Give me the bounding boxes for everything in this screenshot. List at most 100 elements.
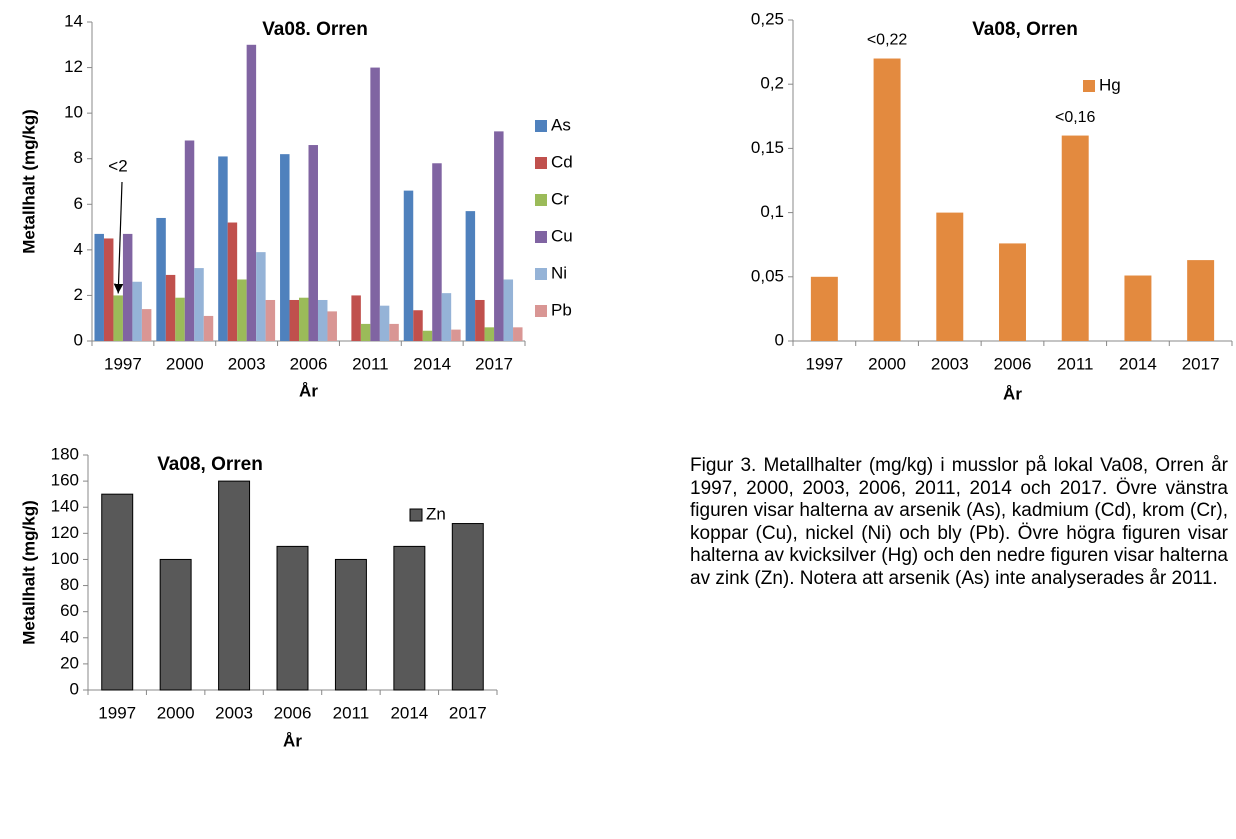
bar xyxy=(451,523,484,691)
chart-title: Va08, Orren xyxy=(157,454,263,475)
x-tick-label: 2014 xyxy=(413,354,451,373)
y-axis-label: Metallhalt (mg/kg) xyxy=(19,109,38,254)
x-tick-label: 2014 xyxy=(1119,354,1157,373)
bar xyxy=(165,274,176,341)
y-tick-label: 0,1 xyxy=(760,202,784,221)
legend-label: Cu xyxy=(551,226,573,245)
bar xyxy=(227,222,238,341)
y-tick-label: 4 xyxy=(74,239,83,258)
bar xyxy=(101,493,134,691)
bar xyxy=(194,268,204,341)
x-tick-label: 2000 xyxy=(157,703,195,722)
y-tick-label: 60 xyxy=(60,601,79,620)
x-tick-label: 2017 xyxy=(449,703,487,722)
y-tick-label: 14 xyxy=(64,11,83,30)
bar xyxy=(327,311,337,341)
bar xyxy=(299,297,309,341)
bar xyxy=(393,545,426,691)
bar xyxy=(810,276,838,341)
annotation: <2 xyxy=(108,156,127,175)
y-tick-label: 140 xyxy=(51,497,79,516)
x-axis-label: År xyxy=(1003,384,1022,403)
legend-label: Hg xyxy=(1099,75,1121,94)
x-axis-label: År xyxy=(299,381,318,400)
bar xyxy=(308,145,318,341)
bar xyxy=(441,293,452,341)
bar xyxy=(132,281,142,341)
y-tick-label: 120 xyxy=(51,523,79,542)
x-tick-label: 2000 xyxy=(166,354,204,373)
bar xyxy=(113,295,123,341)
y-tick-label: 2 xyxy=(74,285,83,304)
bar xyxy=(1124,275,1152,341)
y-tick-label: 0 xyxy=(70,679,79,698)
y-tick-label: 80 xyxy=(60,575,79,594)
x-tick-label: 2011 xyxy=(333,703,370,722)
bar xyxy=(122,233,133,341)
legend-label: Cd xyxy=(551,152,573,171)
y-tick-label: 8 xyxy=(74,148,83,167)
bar xyxy=(1061,135,1089,341)
bar xyxy=(351,295,361,341)
bar xyxy=(379,305,390,341)
x-axis-label: År xyxy=(283,731,302,750)
bar xyxy=(203,315,214,341)
legend-label: As xyxy=(551,115,571,134)
bar xyxy=(503,279,514,341)
bar xyxy=(289,299,300,341)
x-tick-label: 1997 xyxy=(104,354,142,373)
x-tick-label: 2006 xyxy=(274,703,312,722)
bar xyxy=(389,323,399,341)
legend-swatch xyxy=(535,194,547,206)
legend-swatch xyxy=(535,157,547,169)
x-tick-label: 1997 xyxy=(98,703,136,722)
y-tick-label: 12 xyxy=(64,57,83,76)
x-tick-label: 2011 xyxy=(1057,354,1094,373)
y-tick-label: 0,2 xyxy=(760,74,784,93)
bar xyxy=(256,252,266,341)
legend-swatch xyxy=(1083,80,1095,92)
x-tick-label: 2006 xyxy=(994,354,1032,373)
x-tick-label: 2011 xyxy=(352,354,389,373)
bar xyxy=(422,330,433,341)
bar xyxy=(1187,260,1215,341)
bar xyxy=(159,558,192,691)
bar xyxy=(218,480,251,691)
y-tick-label: 40 xyxy=(60,627,79,646)
chart-title: Va08. Orren xyxy=(262,19,368,40)
y-tick-label: 100 xyxy=(51,549,79,568)
x-tick-label: 2003 xyxy=(228,354,266,373)
y-tick-label: 0,25 xyxy=(751,9,784,28)
bar xyxy=(184,140,195,341)
x-tick-label: 2003 xyxy=(215,703,253,722)
bar xyxy=(156,217,166,341)
x-tick-label: 1997 xyxy=(805,354,843,373)
bar xyxy=(246,44,257,342)
bar xyxy=(873,58,901,342)
legend-swatch xyxy=(535,268,547,280)
bar xyxy=(484,327,495,341)
bar xyxy=(494,131,504,341)
x-tick-label: 2017 xyxy=(475,354,513,373)
x-tick-label: 2014 xyxy=(390,703,428,722)
y-tick-label: 0,15 xyxy=(751,138,784,157)
legend-label: Cr xyxy=(551,189,569,208)
bar xyxy=(317,299,328,341)
y-tick-label: 10 xyxy=(64,103,83,122)
bar xyxy=(334,558,367,691)
bar xyxy=(265,299,276,341)
bar xyxy=(413,310,423,341)
chart-title: Va08, Orren xyxy=(972,19,1078,40)
legend-label: Zn xyxy=(426,504,446,523)
legend-swatch xyxy=(409,508,423,522)
bar xyxy=(218,156,228,341)
x-tick-label: 2006 xyxy=(290,354,328,373)
bar xyxy=(280,154,290,341)
bar xyxy=(432,163,442,341)
legend-swatch xyxy=(535,120,547,132)
bar xyxy=(403,190,414,341)
legend-label: Pb xyxy=(551,300,572,319)
bar xyxy=(141,309,152,341)
